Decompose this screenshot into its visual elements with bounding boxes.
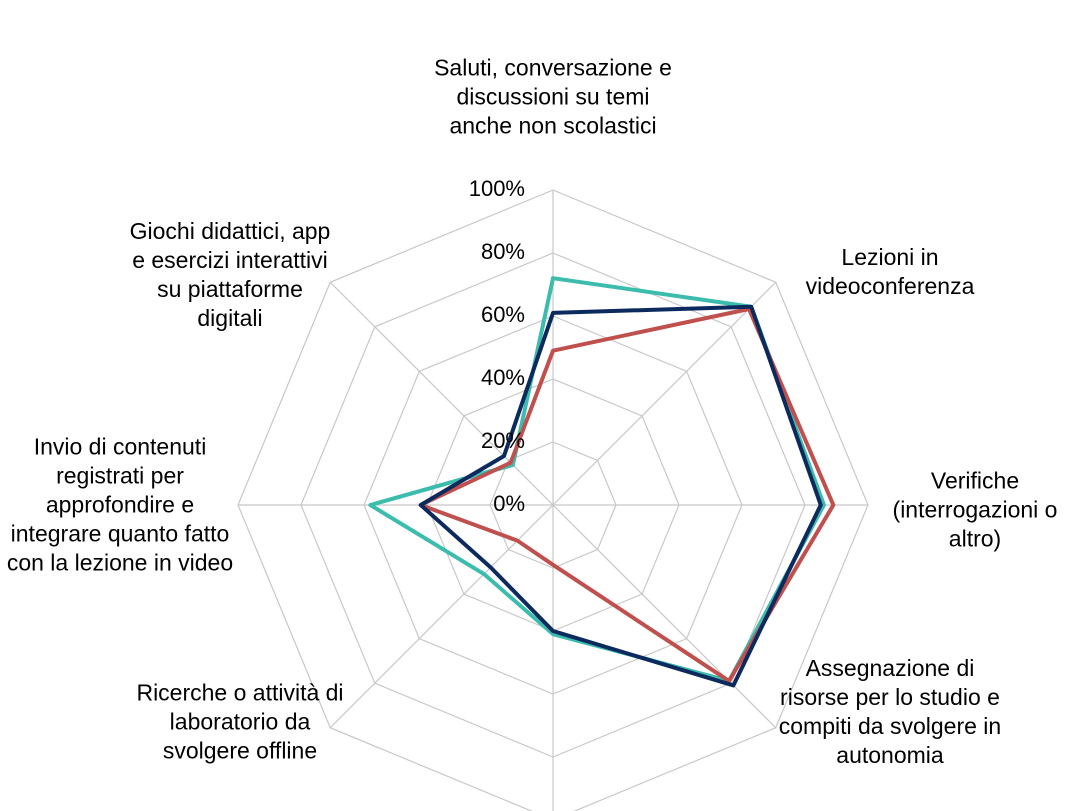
category-label: Ricerche o attività di laboratorio da sv… (136, 679, 344, 764)
category-label: Saluti, conversazione e discussioni su t… (434, 54, 672, 139)
tick-label: 40% (481, 365, 525, 390)
tick-label: 20% (481, 428, 525, 453)
series-line (418, 306, 836, 683)
tick-label: 80% (481, 239, 525, 264)
category-label: Invio di contenuti registrati per approf… (6, 433, 234, 576)
spoke (329, 504, 554, 729)
series-line (418, 304, 823, 688)
category-label: Assegnazione di risorse per lo studio e … (778, 655, 1002, 768)
spoke (552, 281, 777, 506)
tick-label: 100% (469, 176, 525, 201)
series-line (368, 276, 826, 683)
spoke (552, 504, 777, 729)
spoke (329, 281, 554, 506)
category-label: Giochi didattici, app e esercizi interat… (129, 218, 331, 331)
tick-label: 60% (481, 302, 525, 327)
grid-ring (237, 189, 869, 811)
category-label: Lezioni in videoconferenza (805, 244, 975, 299)
tick-label: 0% (493, 491, 525, 516)
category-label: Verifiche (interrogazioni o altro) (892, 467, 1058, 552)
